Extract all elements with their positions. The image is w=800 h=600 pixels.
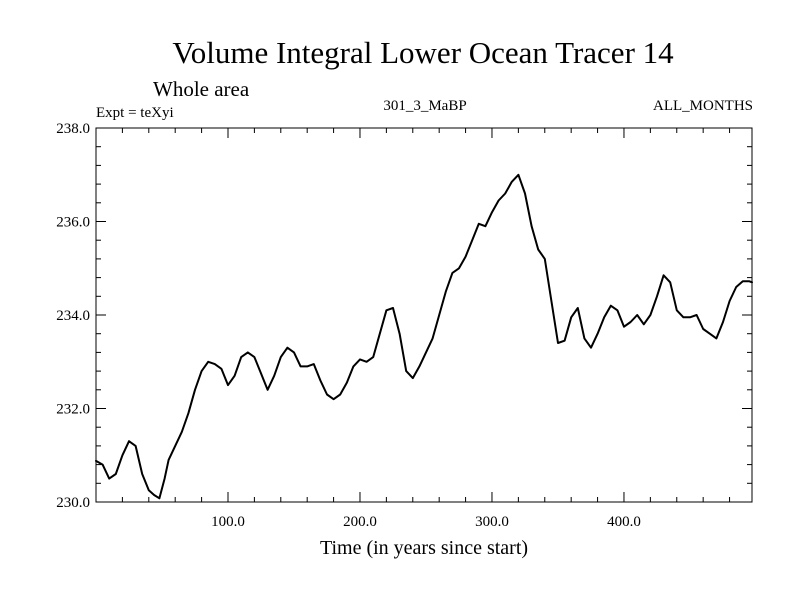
plot-frame [95,127,753,503]
x-tick-label: 300.0 [475,514,509,530]
chart-subtitle: Whole area [153,77,250,101]
series-layer [95,173,753,500]
y-tick-label: 238.0 [56,121,90,137]
y-tick-label: 234.0 [56,308,90,324]
x-tick-label: 100.0 [211,514,245,530]
months-label: ALL_MONTHS [653,98,753,114]
x-axis-label: Time (in years since start) [320,537,528,559]
axes: 100.0 200.0 300.0 400.0 230.0 232.0 234.0 236.0… [56,121,752,530]
y-tick-label: 236.0 [56,215,90,231]
chart-title: Volume Integral Lower Ocean Tracer 14 [172,35,674,70]
tracer-series-line [95,173,753,500]
x-tick-label: 200.0 [343,514,377,530]
x-tick-label: 400.0 [607,514,641,530]
period-label: 301_3_MaBP [383,98,466,114]
y-tick-label: 230.0 [56,495,90,511]
y-tick-label: 232.0 [56,402,90,418]
experiment-label: Expt = teXyi [96,105,174,121]
